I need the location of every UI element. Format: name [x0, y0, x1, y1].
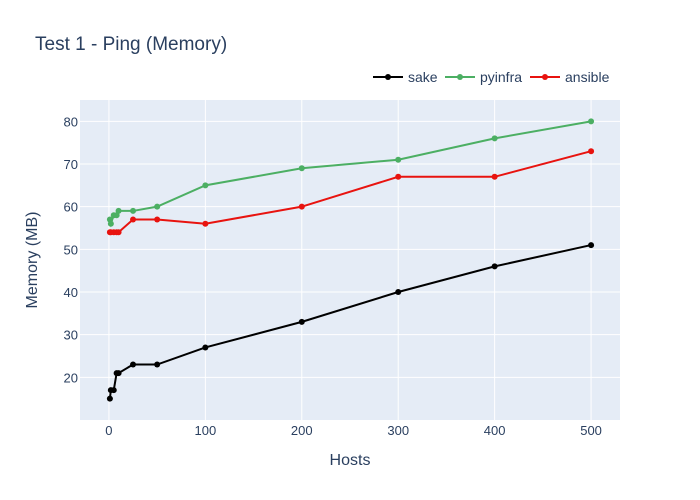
data-point-ansible	[395, 173, 402, 180]
y-tick-label: 70	[64, 157, 78, 172]
data-point-pyinfra	[130, 207, 137, 214]
legend-label: pyinfra	[480, 69, 522, 85]
data-point-sake	[298, 318, 305, 325]
x-tick-label: 0	[105, 423, 112, 438]
legend[interactable]: sake pyinfra ansible	[373, 69, 610, 85]
data-point-sake	[154, 361, 161, 368]
legend-item-ansible[interactable]: ansible	[530, 69, 610, 85]
data-point-pyinfra	[107, 220, 114, 227]
series-pyinfra	[106, 118, 595, 228]
data-point-pyinfra	[154, 203, 161, 210]
data-point-pyinfra	[202, 182, 209, 189]
y-tick-label: 60	[64, 200, 78, 215]
data-point-ansible	[130, 216, 137, 223]
y-tick-label: 20	[64, 370, 78, 385]
legend-item-pyinfra[interactable]: pyinfra	[445, 69, 522, 85]
data-point-sake	[202, 344, 209, 351]
legend-marker	[542, 74, 548, 80]
x-tick-label: 500	[580, 423, 602, 438]
data-point-pyinfra	[395, 156, 402, 163]
series-sake	[106, 242, 595, 402]
y-tick-label: 80	[64, 114, 78, 129]
data-point-sake	[110, 387, 117, 394]
y-tick-label: 40	[64, 285, 78, 300]
data-point-ansible	[588, 148, 595, 155]
data-point-sake	[588, 242, 595, 249]
data-point-pyinfra	[298, 165, 305, 172]
data-point-ansible	[491, 173, 498, 180]
x-tick-label: 300	[387, 423, 409, 438]
legend-label: ansible	[565, 69, 610, 85]
x-tick-labels: 0 100 200 300 400 500	[105, 423, 602, 438]
y-tick-labels: 20 30 40 50 60 70 80	[64, 114, 78, 385]
data-point-ansible	[202, 220, 209, 227]
series-ansible	[106, 148, 595, 236]
y-tick-label: 30	[64, 328, 78, 343]
data-point-sake	[106, 395, 113, 402]
chart-title: Test 1 - Ping (Memory)	[35, 34, 227, 55]
series-layer	[106, 118, 595, 402]
data-point-pyinfra	[115, 207, 122, 214]
legend-marker	[457, 74, 463, 80]
data-point-ansible	[115, 229, 122, 236]
plot-area	[80, 100, 620, 420]
data-point-sake	[395, 289, 402, 295]
data-point-pyinfra	[588, 118, 595, 125]
x-tick-label: 100	[195, 423, 217, 438]
data-point-ansible	[154, 216, 161, 223]
x-axis-label: Hosts	[330, 452, 371, 469]
legend-label: sake	[408, 69, 438, 85]
data-point-pyinfra	[491, 135, 498, 142]
legend-item-sake[interactable]: sake	[373, 69, 438, 85]
data-point-sake	[491, 263, 498, 270]
y-axis-label: Memory (MB)	[24, 212, 41, 309]
x-tick-label: 200	[291, 423, 313, 438]
legend-marker	[385, 74, 391, 80]
x-tick-label: 400	[484, 423, 506, 438]
data-point-sake	[115, 370, 122, 377]
data-point-sake	[130, 361, 137, 368]
y-tick-label: 50	[64, 242, 78, 257]
data-point-ansible	[298, 203, 305, 210]
